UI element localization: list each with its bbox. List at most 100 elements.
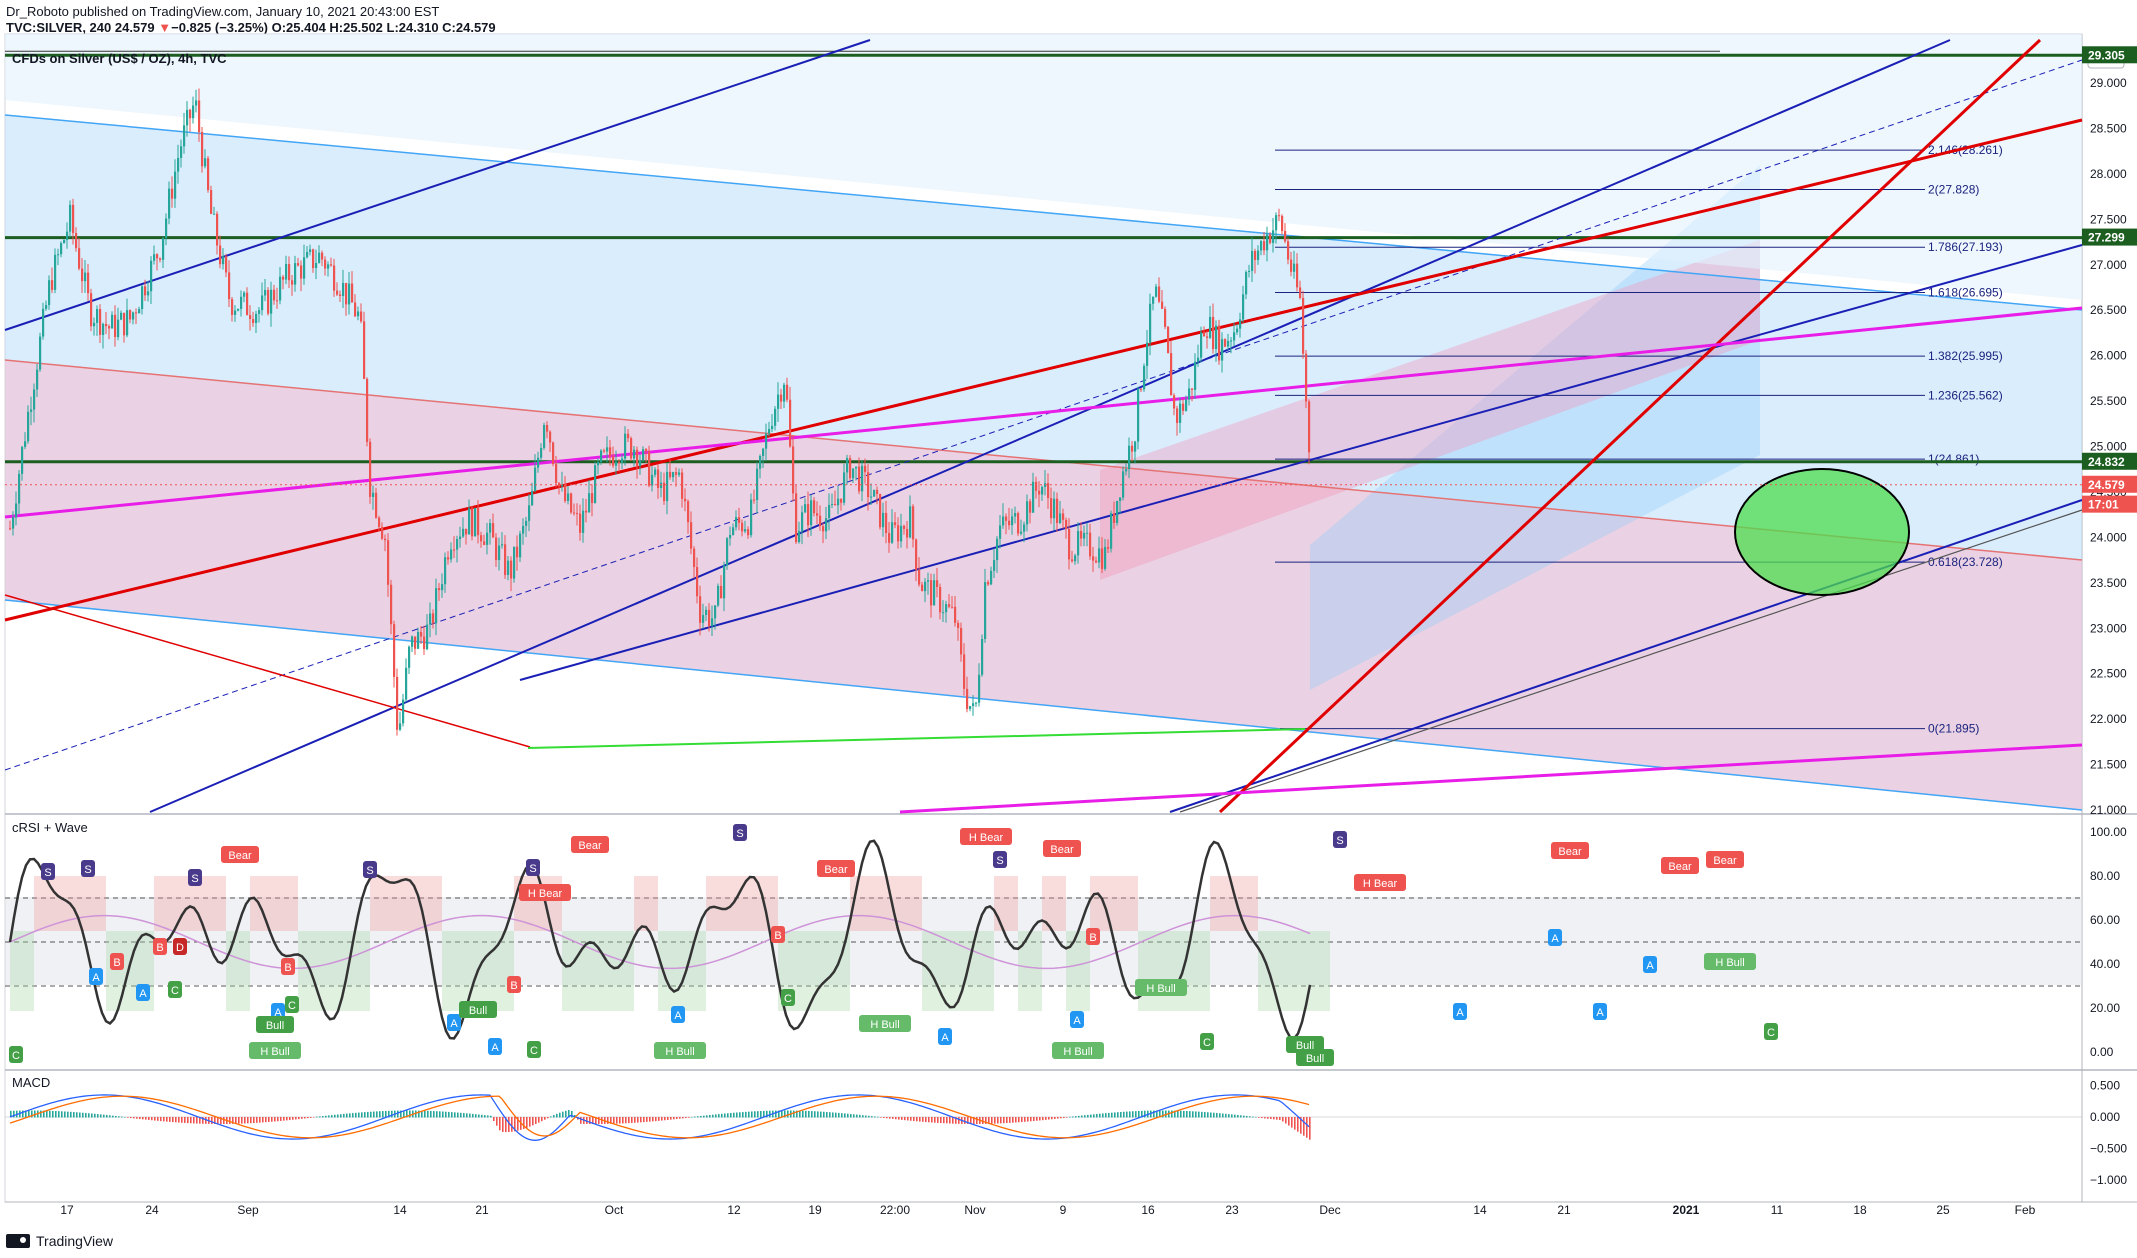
candle-body [69, 204, 72, 232]
crsi-signal-text: Bear [824, 864, 848, 876]
crsi-title: cRSI + Wave [12, 820, 88, 835]
candle-body [372, 492, 375, 497]
macd-histogram-bar [490, 1115, 492, 1118]
macd-histogram-bar [169, 1117, 171, 1122]
candle-body [525, 520, 528, 526]
candle-body [885, 512, 888, 534]
crsi-signal-text: Bear [228, 850, 252, 862]
crsi-shade-block [1018, 931, 1042, 1011]
crsi-signal-text: A [92, 972, 100, 984]
candle-body [297, 263, 300, 266]
candle-body [1152, 296, 1155, 304]
time-tick-label: 25 [1936, 1203, 1950, 1217]
candle-body [324, 259, 327, 269]
macd-histogram-bar [427, 1110, 429, 1118]
macd-histogram-bar [181, 1117, 183, 1123]
macd-histogram-bar [304, 1117, 306, 1119]
crsi-shade-block [994, 876, 1018, 931]
candle-body [882, 512, 885, 528]
candle-body [993, 560, 996, 571]
macd-histogram-bar [163, 1117, 165, 1122]
candle-body [603, 450, 606, 452]
candle-body [747, 529, 750, 536]
macd-histogram-bar [1012, 1117, 1014, 1123]
time-tick-label: 24 [145, 1203, 159, 1217]
candle-body [24, 441, 27, 447]
candle-body [567, 493, 570, 501]
macd-histogram-bar [874, 1116, 876, 1118]
candle-body [78, 248, 81, 269]
macd-histogram-bar [724, 1113, 726, 1118]
candle-body [84, 272, 87, 282]
macd-histogram-bar [523, 1117, 525, 1129]
red-wedge-lines [4, 594, 531, 748]
candle-body [1125, 469, 1128, 472]
candle-body [1167, 326, 1170, 354]
macd-histogram-bar [442, 1111, 444, 1118]
candle-body [561, 484, 564, 487]
crsi-signal-badge [781, 989, 795, 1006]
candle-body [564, 484, 567, 501]
macd-histogram-bar [265, 1117, 267, 1123]
macd-histogram-bar [928, 1117, 930, 1123]
candle-body [612, 456, 615, 466]
main-price-pane[interactable]: 2.146(28.261)2(27.828)1.786(27.193)1.618… [4, 34, 2083, 814]
price-level-label: 17:01 [2088, 498, 2119, 512]
macd-pane[interactable]: MACD [5, 1075, 2082, 1141]
macd-histogram-bar [598, 1117, 600, 1125]
crsi-signal-text: H Bull [1063, 1046, 1092, 1058]
candle-body [9, 528, 12, 530]
macd-histogram-bar [1252, 1116, 1254, 1118]
candle-body [1206, 336, 1209, 338]
macd-histogram-bar [421, 1110, 423, 1118]
macd-histogram-bar [319, 1116, 321, 1118]
macd-histogram-bar [682, 1117, 684, 1119]
macd-histogram-bar [1249, 1116, 1251, 1118]
macd-histogram-bar [316, 1116, 318, 1118]
candle-body [1305, 353, 1308, 402]
macd-histogram-bar [907, 1117, 909, 1121]
macd-histogram-bar [742, 1112, 744, 1118]
candle-body [474, 507, 477, 537]
crsi-wave-pane[interactable]: Bear Bear H Bear H Bear Bear Bear S S S S S S S S A A A A… [5, 820, 2082, 1066]
macd-histogram-bar [526, 1117, 528, 1128]
candle-body [924, 581, 927, 592]
macd-histogram-bar [706, 1115, 708, 1118]
macd-histogram-bar [1243, 1115, 1245, 1118]
candle-body [1032, 481, 1035, 513]
crsi-shade-block [658, 931, 682, 1011]
candle-body [1029, 501, 1032, 513]
candle-body [1089, 532, 1092, 557]
macd-histogram-bar [1123, 1111, 1125, 1118]
target-ellipse[interactable] [1734, 468, 1910, 596]
macd-histogram-bar [28, 1110, 30, 1118]
macd-histogram-bar [1090, 1114, 1092, 1118]
price-axis[interactable]: 29.000 28.500 28.000 27.500 27.000 26.500 26.0… [2082, 46, 2137, 817]
crsi-signal-text: S [191, 873, 198, 885]
candle-body [348, 283, 351, 305]
macd-histogram-bar [82, 1112, 84, 1118]
candle-body [765, 433, 768, 449]
crsi-signal-text: Bull [469, 1005, 487, 1017]
macd-histogram-bar [217, 1117, 219, 1125]
candle-body [1107, 547, 1110, 549]
candle-body [951, 606, 954, 608]
macd-histogram-bar [784, 1110, 786, 1118]
candle-body [405, 667, 408, 700]
macd-histogram-bar [1219, 1113, 1221, 1118]
macd-histogram-bar [478, 1114, 480, 1118]
macd-histogram-bar [649, 1117, 651, 1122]
macd-histogram-bar [469, 1113, 471, 1118]
time-axis[interactable]: 17 24 Sep 14 21 Oct 12 19 22:00 Nov 9 16 23 Dec 14 21 20… [60, 1203, 2035, 1217]
candle-body [177, 157, 180, 172]
macd-histogram-bar [25, 1110, 27, 1118]
macd-histogram-bar [1297, 1117, 1299, 1132]
macd-histogram-bar [886, 1117, 888, 1119]
macd-histogram-bar [529, 1117, 531, 1127]
candlestick-series [9, 88, 1311, 736]
macd-histogram-bar [1237, 1114, 1239, 1118]
macd-histogram-bar [1267, 1117, 1269, 1119]
macd-histogram-bar [457, 1112, 459, 1118]
candle-body [432, 613, 435, 624]
